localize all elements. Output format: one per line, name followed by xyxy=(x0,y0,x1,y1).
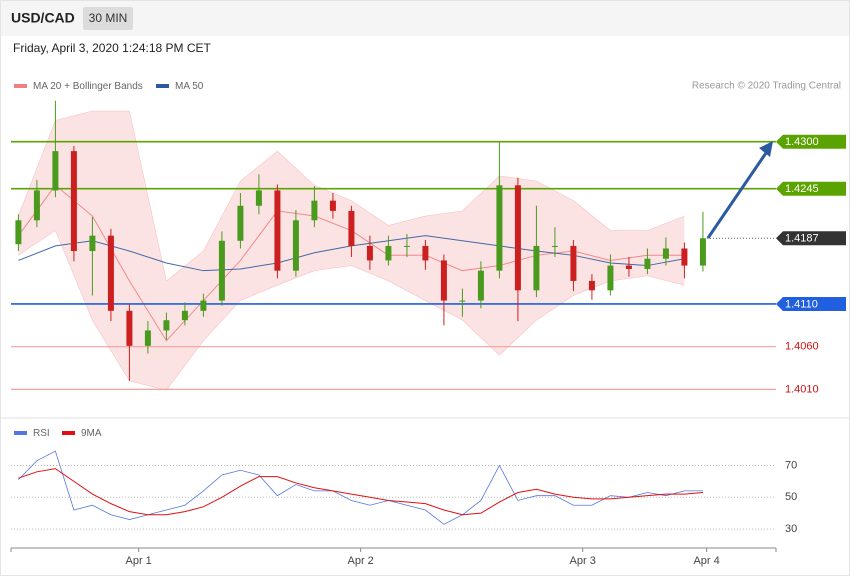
level-label: 1.4245 xyxy=(785,183,819,195)
candle-body xyxy=(422,245,429,261)
candle-body xyxy=(237,205,244,241)
candle-body xyxy=(644,258,651,269)
candle-body xyxy=(588,280,595,291)
candle-body xyxy=(496,185,503,271)
candle-body xyxy=(329,200,336,211)
candle-body xyxy=(403,245,410,247)
candle-body xyxy=(477,270,484,301)
level-label: 1.4110 xyxy=(785,298,818,310)
candle-body xyxy=(218,240,225,301)
legend-swatch xyxy=(14,84,27,88)
legend-label: MA 50 xyxy=(175,81,204,92)
level-tag xyxy=(776,181,846,196)
candle-body xyxy=(440,260,447,301)
candle-body xyxy=(699,238,706,266)
candle-body xyxy=(459,300,466,302)
y-tick-label: 50 xyxy=(785,491,797,503)
candle-body xyxy=(366,245,373,261)
header-bar xyxy=(1,1,849,36)
series-line xyxy=(18,450,703,525)
candle-body xyxy=(514,185,521,291)
candle-body xyxy=(181,310,188,321)
candle-body xyxy=(163,320,170,331)
candle-body xyxy=(570,245,577,281)
bollinger-upper xyxy=(18,110,685,282)
level-label: 1.4010 xyxy=(785,383,819,395)
level-tag xyxy=(776,296,846,311)
candle-body xyxy=(292,220,299,271)
source: Research © 2020 Trading Central xyxy=(692,81,841,92)
level-label: 1.4300 xyxy=(785,136,819,148)
candle-body xyxy=(662,248,669,259)
legend-swatch xyxy=(14,431,27,435)
candle-body xyxy=(385,245,392,261)
y-tick-label: 30 xyxy=(785,523,797,535)
symbol: USD/CAD xyxy=(11,10,75,26)
candle-body xyxy=(33,190,40,221)
candle-body xyxy=(107,235,114,311)
arrow-head xyxy=(759,141,773,157)
y-tick-label: 70 xyxy=(785,459,797,471)
candle-body xyxy=(255,190,262,206)
candle-body xyxy=(200,300,207,311)
legend-label: 9MA xyxy=(81,428,102,439)
x-tick-label: Apr 3 xyxy=(570,555,596,567)
candle-body xyxy=(274,190,281,271)
level-label: 1.4187 xyxy=(785,233,819,245)
candle-body xyxy=(681,248,688,266)
legend-label: RSI xyxy=(33,428,50,439)
legend-swatch xyxy=(156,84,169,88)
level-tag xyxy=(776,231,846,246)
level-label: 1.4060 xyxy=(785,341,819,353)
candle-body xyxy=(607,265,614,291)
candle-body xyxy=(625,265,632,269)
candle-body xyxy=(311,200,318,221)
x-tick-label: Apr 1 xyxy=(126,555,152,567)
timestamp: Friday, April 3, 2020 1:24:18 PM CET xyxy=(13,41,212,55)
x-tick-label: Apr 2 xyxy=(348,555,374,567)
bollinger-lower xyxy=(18,230,685,391)
interval: 30 MIN xyxy=(89,11,128,25)
x-tick-label: Apr 4 xyxy=(693,555,719,567)
series-line xyxy=(18,468,703,516)
candle-body xyxy=(70,151,77,252)
legend-swatch xyxy=(62,431,75,435)
legend-label: MA 20 + Bollinger Bands xyxy=(33,81,143,92)
forecast-arrow xyxy=(706,149,770,239)
candle-body xyxy=(144,330,151,346)
interval-box xyxy=(83,7,133,30)
candle-body xyxy=(15,220,22,245)
candle-body xyxy=(533,245,540,291)
candle-body xyxy=(52,151,59,191)
candle-body xyxy=(348,210,355,246)
candle-body xyxy=(89,235,96,252)
candle-body xyxy=(551,245,558,247)
level-tag xyxy=(776,134,846,149)
candle-body xyxy=(126,310,133,346)
